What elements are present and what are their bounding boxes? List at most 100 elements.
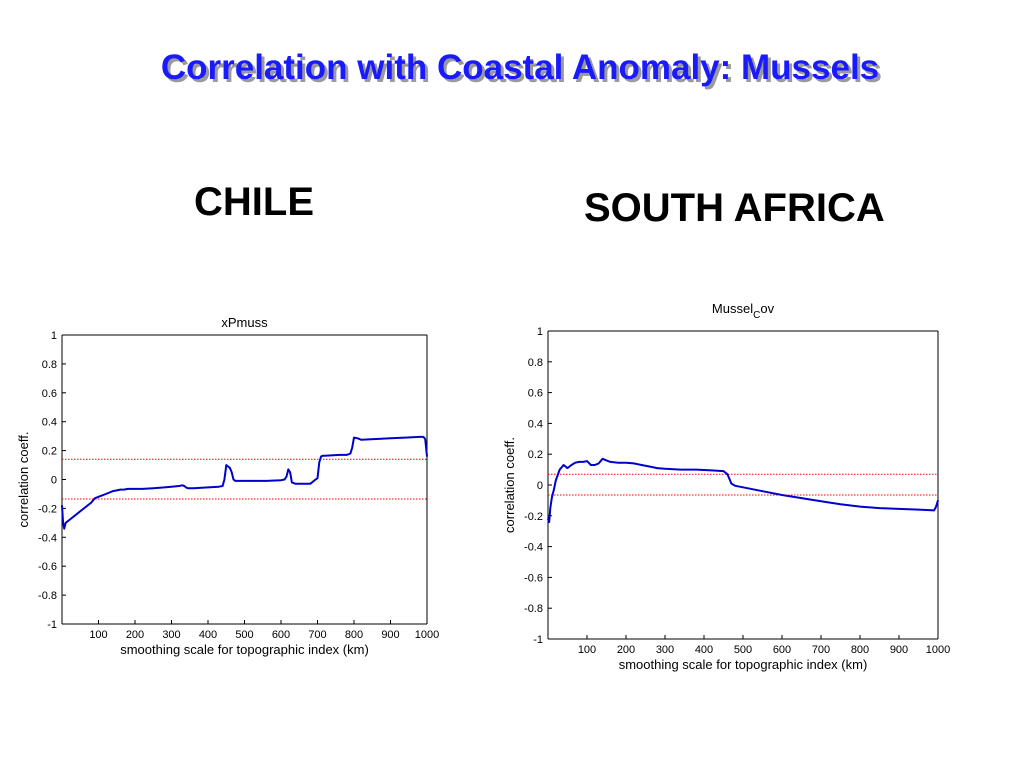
data-point — [75, 513, 78, 515]
data-point — [320, 455, 322, 458]
data-point — [800, 497, 803, 499]
chile-chart: 1 0.8 0.6 0.4 0.2 0 -0.2 -0.4 -0.6 -0.8 -1 100 200 30… — [16, 315, 439, 657]
data-point — [935, 505, 937, 508]
data-point — [232, 478, 235, 481]
data-point — [119, 488, 122, 491]
data-point — [291, 481, 293, 484]
data-point — [722, 470, 725, 472]
data-point — [728, 478, 731, 480]
x-tick-label: 300 — [162, 629, 180, 641]
x-tick-label: 600 — [773, 644, 791, 656]
x-axis-title: smoothing scale for topographic index (k… — [120, 642, 369, 657]
data-point — [553, 488, 555, 491]
x-tick-label: 1000 — [926, 644, 950, 656]
x-tick-label: 800 — [851, 644, 869, 656]
y-tick-label: 0.2 — [528, 449, 543, 461]
data-point — [349, 452, 352, 455]
data-point — [313, 480, 315, 482]
plot-title-subscript: C — [753, 310, 760, 321]
data-point — [62, 522, 64, 524]
data-point — [141, 488, 144, 490]
data-point — [221, 485, 224, 487]
y-tick-label: 0.6 — [42, 388, 57, 400]
data-point — [640, 464, 643, 466]
y-tick-label: -0.2 — [524, 511, 543, 523]
data-point — [426, 455, 428, 458]
y-tick-label: 0 — [51, 475, 57, 487]
x-tick-label: 700 — [308, 629, 326, 641]
y-tick-label: 1 — [51, 330, 57, 342]
y-tick-label: -0.2 — [38, 503, 57, 515]
data-point — [820, 500, 822, 502]
data-point — [229, 467, 231, 469]
data-point — [322, 454, 324, 457]
data-point — [94, 497, 96, 500]
data-point — [353, 436, 355, 439]
region-label-chile: CHILE — [194, 180, 314, 224]
data-point — [781, 494, 783, 496]
data-point — [236, 480, 238, 482]
data-point — [126, 488, 129, 490]
y-tick-label: 0.2 — [42, 446, 57, 458]
data-point — [586, 460, 588, 462]
data-point — [574, 461, 577, 464]
y-tick-label: 0.4 — [528, 418, 543, 430]
plot-title: MusselCov — [712, 301, 775, 321]
data-point — [251, 480, 253, 482]
y-tick-label: -0.6 — [38, 561, 57, 573]
data-point — [726, 473, 729, 475]
slide-title: Correlation with Coastal Anomaly: Mussel… — [160, 48, 880, 87]
x-tick-label: 100 — [578, 644, 596, 656]
x-tick-label: 1000 — [415, 629, 439, 641]
data-point — [617, 461, 619, 464]
data-point — [625, 461, 627, 464]
data-point — [547, 518, 549, 520]
y-tick-label: -1 — [533, 634, 543, 646]
data-point — [227, 465, 229, 468]
data-point — [285, 475, 288, 478]
data-point — [590, 464, 592, 466]
data-point — [112, 490, 114, 492]
x-axis-title: smoothing scale for topographic index (k… — [619, 657, 868, 672]
south-africa-chart: 1 0.8 0.6 0.4 0.2 0 -0.2 -0.4 -0.6 -0.8 -1 100 200 30… — [502, 301, 950, 672]
data-point — [404, 436, 406, 439]
data-point — [664, 468, 666, 470]
plot-title-main: Mussel — [712, 301, 753, 316]
data-point — [218, 485, 220, 488]
data-point — [181, 484, 184, 487]
y-tick-label: -0.4 — [524, 542, 543, 554]
data-point — [730, 482, 733, 485]
x-tick-label: 700 — [812, 644, 830, 656]
y-tick-label: 0.6 — [528, 388, 543, 400]
data-point — [418, 436, 421, 438]
data-point — [679, 468, 682, 471]
data-point — [711, 469, 713, 472]
x-tick-label: 400 — [695, 644, 713, 656]
x-tick-label: 500 — [235, 629, 253, 641]
data-point — [917, 508, 920, 511]
data-point — [695, 468, 697, 471]
data-point — [937, 499, 939, 502]
data-point — [422, 436, 425, 438]
data-point — [734, 485, 736, 487]
plot-title-main: xPmuss — [221, 315, 268, 330]
data-point — [761, 490, 764, 492]
data-point — [356, 437, 359, 440]
data-point — [570, 464, 573, 466]
data-point — [605, 459, 608, 462]
plot-title: xPmuss — [221, 315, 268, 330]
data-point — [548, 521, 550, 523]
data-point — [558, 468, 561, 471]
data-point — [375, 438, 377, 440]
data-point — [63, 527, 65, 530]
y-tick-label: 1 — [537, 326, 543, 338]
data-point — [178, 485, 180, 487]
y-axis-title: correlation coeff. — [502, 437, 517, 533]
data-point — [64, 522, 67, 524]
data-point — [280, 479, 282, 481]
data-point — [294, 483, 297, 485]
correlation-series-line — [61, 435, 428, 530]
data-point — [345, 454, 348, 456]
data-point — [360, 439, 363, 441]
x-tick-label: 500 — [734, 644, 752, 656]
